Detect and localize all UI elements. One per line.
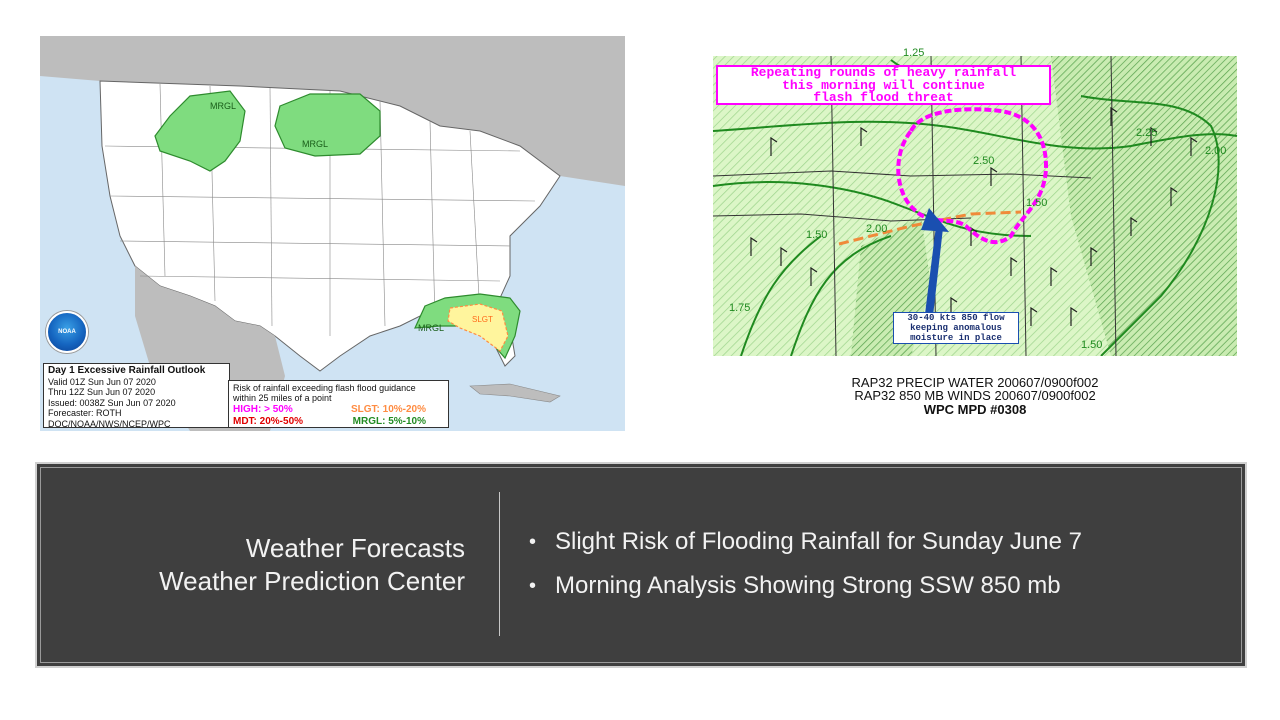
mrgl-label-n: MRGL bbox=[302, 139, 328, 149]
annotation-line-1: Repeating rounds of heavy rainfall bbox=[750, 65, 1017, 80]
slide-title: Weather Forecasts Weather Prediction Cen… bbox=[159, 532, 465, 598]
risk-legend: Risk of rainfall exceeding flash flood g… bbox=[228, 380, 449, 428]
bullet-item: • Morning Analysis Showing Strong SSW 85… bbox=[529, 570, 1082, 614]
slgt-label-se: SLGT bbox=[472, 315, 493, 324]
mpd-caption-2: RAP32 850 MB WINDS 200607/0900f002 bbox=[854, 388, 1096, 403]
arrow-note-line-1: 30-40 kts 850 flow bbox=[907, 313, 1005, 323]
contour-label-8: 1.50 bbox=[1026, 197, 1047, 209]
bullet-glyph: • bbox=[529, 531, 537, 553]
contour-label-2: 2.25 bbox=[1136, 127, 1157, 139]
risk-heading-2: within 25 miles of a point bbox=[233, 393, 332, 403]
bullet-glyph: • bbox=[529, 575, 537, 597]
mrgl-label-se: MRGL bbox=[418, 323, 444, 333]
outlook-thru: Thru 12Z Sun Jun 07 2020 bbox=[48, 387, 156, 397]
noaa-logo-text: NOAA bbox=[58, 329, 76, 335]
bullet-list: • Slight Risk of Flooding Rainfall for S… bbox=[529, 526, 1082, 614]
risk-high: HIGH: > 50% bbox=[233, 404, 293, 415]
annotation-line-2: this morning will continue bbox=[782, 77, 985, 93]
risk-mdt: MDT: 20%-50% bbox=[233, 416, 304, 427]
arrow-note-line-3: moisture in place bbox=[910, 333, 1002, 343]
panel-inner-border bbox=[40, 467, 1242, 663]
arrow-note-box: 30-40 kts 850 flow keeping anomalous moi… bbox=[893, 312, 1019, 344]
contour-label-9: 1.50 bbox=[1081, 339, 1102, 351]
contour-label-5: 2.00 bbox=[866, 223, 887, 235]
outlook-issued: Issued: 0038Z Sun Jun 07 2020 bbox=[48, 397, 176, 408]
mrgl-label-nw: MRGL bbox=[210, 101, 236, 111]
vertical-divider bbox=[499, 492, 500, 636]
outlook-valid: Valid 01Z Sun Jun 07 2020 bbox=[48, 376, 156, 387]
contour-label-4: 2.50 bbox=[973, 155, 994, 167]
mpd-caption-1: RAP32 PRECIP WATER 200607/0900f002 bbox=[851, 375, 1099, 390]
contour-label-1: 1.25 bbox=[903, 47, 924, 59]
excessive-rainfall-outlook-map: MRGL MRGL MRGL SLGT NOAA Day 1 Excessive… bbox=[40, 36, 625, 431]
contour-label-7: 1.75 bbox=[729, 302, 750, 314]
bullet-item: • Slight Risk of Flooding Rainfall for S… bbox=[529, 526, 1082, 570]
outlook-agency: DOC/NOAA/NWS/NCEP/WPC bbox=[48, 418, 171, 429]
contour-label-6: 1.50 bbox=[806, 229, 827, 241]
risk-mrgl: MRGL: 5%-10% bbox=[352, 416, 426, 427]
outlook-title: Day 1 Excessive Rainfall Outlook bbox=[48, 365, 206, 376]
mpd-caption-3: WPC MPD #0308 bbox=[923, 402, 1027, 416]
bullet-text: Morning Analysis Showing Strong SSW 850 … bbox=[555, 572, 1061, 599]
slide-title-line-2: Weather Prediction Center bbox=[159, 566, 465, 596]
mpd-map: 1.25 2.25 2.00 2.50 2.00 1.50 1.75 1.50 … bbox=[711, 36, 1239, 416]
mpd-annotation-box: Repeating rounds of heavy rainfall this … bbox=[716, 65, 1051, 105]
outlook-info-box: Day 1 Excessive Rainfall Outlook Valid 0… bbox=[43, 363, 230, 429]
mpd-graphic: 1.25 2.25 2.00 2.50 2.00 1.50 1.75 1.50 … bbox=[712, 47, 1238, 356]
outlook-forecaster: Forecaster: ROTH bbox=[48, 408, 122, 418]
noaa-logo: NOAA bbox=[46, 311, 88, 353]
annotation-line-3: flash flood threat bbox=[813, 90, 954, 105]
risk-heading-1: Risk of rainfall exceeding flash flood g… bbox=[233, 383, 416, 393]
contour-label-3: 2.00 bbox=[1205, 145, 1226, 157]
slide-title-line-1: Weather Forecasts bbox=[245, 533, 465, 563]
slide-text-panel: Weather Forecasts Weather Prediction Cen… bbox=[35, 462, 1247, 668]
arrow-note-line-2: keeping anomalous bbox=[910, 323, 1002, 333]
bullet-text: Slight Risk of Flooding Rainfall for Sun… bbox=[555, 528, 1082, 555]
risk-slgt: SLGT: 10%-20% bbox=[350, 404, 426, 415]
